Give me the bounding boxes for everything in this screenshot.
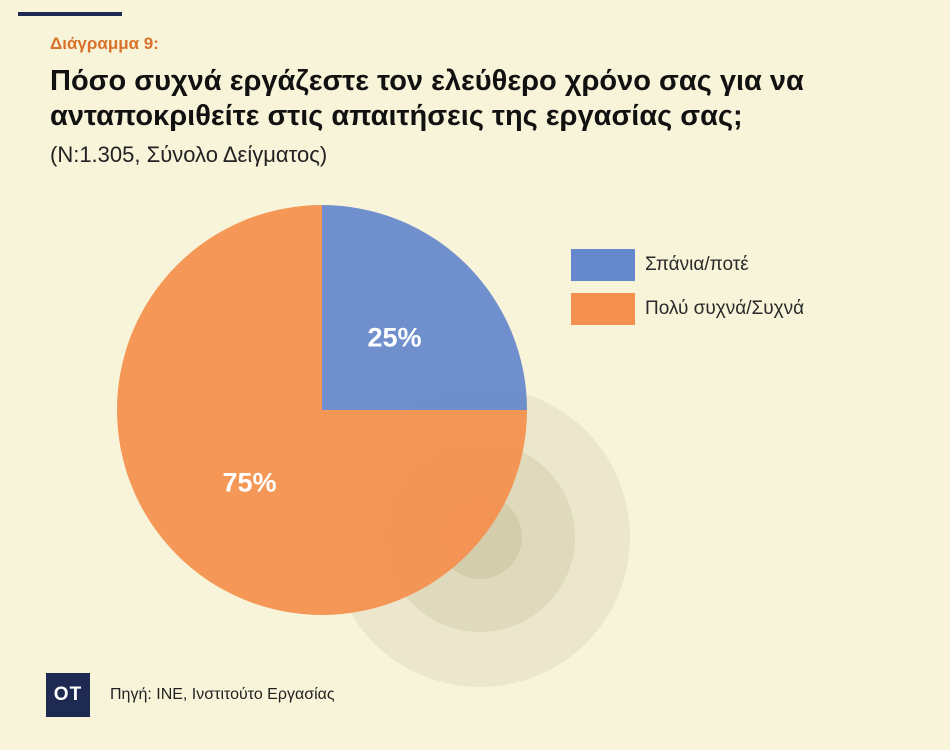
legend-swatch bbox=[571, 249, 635, 281]
chart-title: Πόσο συχνά εργάζεστε τον ελεύθερο χρόνο … bbox=[50, 65, 804, 132]
footer: OT Πηγή: ΙΝΕ, Ινστιτούτο Εργασίας bbox=[46, 673, 335, 717]
slice-value-label-2: 75% bbox=[222, 467, 276, 497]
pie-slice-1 bbox=[322, 205, 527, 410]
top-accent-bar bbox=[18, 12, 122, 16]
publisher-logo: OT bbox=[46, 673, 90, 717]
chart-subtitle: (Ν:1.305, Σύνολο Δείγματος) bbox=[50, 142, 328, 167]
legend-item-1: Σπάνια/ποτέ bbox=[571, 248, 804, 282]
pie-slice-2 bbox=[117, 205, 527, 615]
legend-label: Πολύ συχνά/Συχνά bbox=[645, 298, 805, 319]
legend-swatch bbox=[571, 293, 635, 325]
chart-number-label: Διάγραμμα 9: bbox=[50, 34, 159, 53]
legend: Σπάνια/ποτέ Πολύ συχνά/Συχνά bbox=[571, 248, 804, 336]
source-note: Πηγή: ΙΝΕ, Ινστιτούτο Εργασίας bbox=[110, 686, 335, 703]
slice-value-label-1: 25% bbox=[367, 323, 421, 353]
legend-label: Σπάνια/ποτέ bbox=[645, 254, 749, 275]
legend-item-2: Πολύ συχνά/Συχνά bbox=[571, 292, 804, 326]
